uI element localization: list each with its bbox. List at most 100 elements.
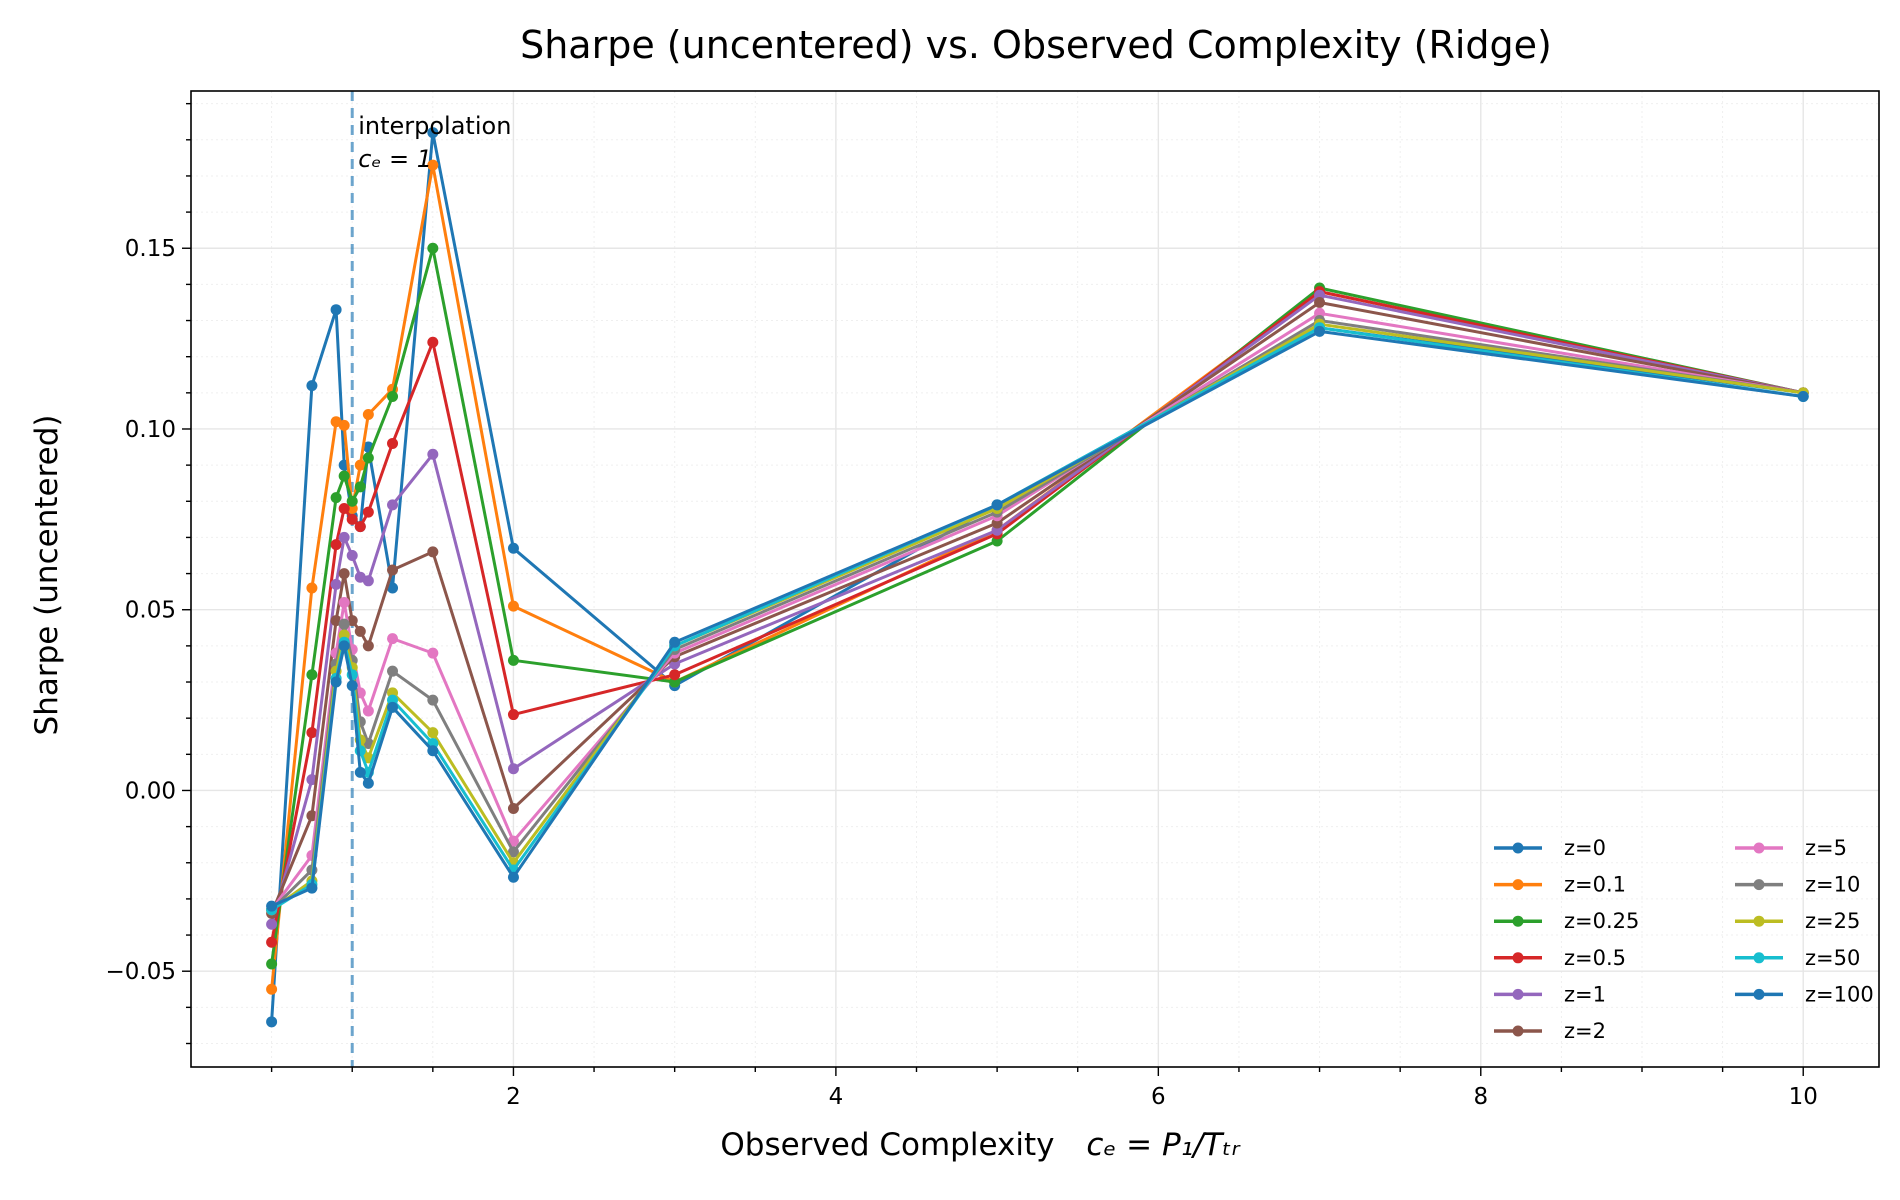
data-point xyxy=(362,575,374,587)
data-point xyxy=(362,640,374,652)
data-point xyxy=(362,777,374,789)
series-group xyxy=(266,127,1809,1028)
data-point xyxy=(427,159,439,171)
chart-title: Sharpe (uncentered) vs. Observed Complex… xyxy=(520,23,1552,67)
axis-ticks: 2 4 6 8 10 −0.05 0.00 0.05 0.10 0.15 xyxy=(106,102,1818,1110)
x-axis-label-main: Observed Complexity xyxy=(720,1127,1054,1163)
data-point xyxy=(354,459,366,471)
data-point xyxy=(354,481,366,493)
series-z=100 xyxy=(266,325,1809,912)
data-point xyxy=(387,564,399,576)
data-point xyxy=(507,803,519,815)
data-point xyxy=(362,409,374,421)
series-line xyxy=(270,326,1804,912)
data-point xyxy=(306,810,318,822)
legend-label: z=10 xyxy=(1805,873,1860,897)
y-tick-label: −0.05 xyxy=(106,959,176,985)
legend-item: z=0.1 xyxy=(1494,873,1626,897)
data-point xyxy=(346,680,358,692)
data-point xyxy=(338,618,350,630)
data-point xyxy=(427,448,439,460)
legend-label: z=0.5 xyxy=(1564,946,1626,970)
data-point xyxy=(669,636,681,648)
data-point xyxy=(507,542,519,554)
data-point xyxy=(362,705,374,717)
data-point xyxy=(387,499,399,511)
data-point xyxy=(346,550,358,562)
series-line xyxy=(270,290,1804,943)
series-line xyxy=(270,301,1804,914)
data-point xyxy=(266,958,278,970)
data-point xyxy=(306,727,318,739)
data-point xyxy=(354,521,366,533)
data-point xyxy=(266,936,278,948)
legend-marker xyxy=(1512,988,1524,1000)
x-tick-label: 4 xyxy=(829,1084,844,1110)
legend-marker xyxy=(1512,1025,1524,1037)
data-point xyxy=(427,336,439,348)
series-z=25 xyxy=(266,318,1809,916)
series-z=2 xyxy=(266,296,1809,919)
legend-label: z=100 xyxy=(1805,982,1874,1006)
legend-marker xyxy=(1512,952,1524,964)
legend-label: z=1 xyxy=(1564,982,1606,1006)
annotation-line1: interpolation xyxy=(358,112,511,140)
data-point xyxy=(427,242,439,254)
annotation-line2: cₑ = 1 xyxy=(358,145,432,173)
data-point xyxy=(507,763,519,775)
legend-label: z=5 xyxy=(1805,836,1847,860)
data-point xyxy=(669,669,681,681)
legend-marker xyxy=(1512,915,1524,927)
data-point xyxy=(427,694,439,706)
x-axis-label-formula: cₑ = P₁/Tₜᵣ xyxy=(1086,1127,1240,1163)
data-point xyxy=(330,578,342,590)
data-point xyxy=(1797,390,1809,402)
legend-item: z=25 xyxy=(1735,909,1860,933)
data-point xyxy=(306,882,318,894)
legend-label: z=0.1 xyxy=(1564,873,1626,897)
series-line xyxy=(270,293,1804,925)
x-tick-label: 2 xyxy=(506,1084,521,1110)
y-tick-label: 0.05 xyxy=(125,598,176,624)
y-tick-label: 0.15 xyxy=(125,236,176,262)
series-z=10 xyxy=(266,315,1809,916)
data-point xyxy=(330,492,342,504)
data-point xyxy=(507,600,519,612)
data-point xyxy=(338,640,350,652)
series-line xyxy=(270,322,1804,912)
legend-item: z=5 xyxy=(1735,836,1847,860)
legend-item: z=2 xyxy=(1494,1019,1606,1043)
legend-item: z=0 xyxy=(1494,836,1606,860)
x-tick-label: 10 xyxy=(1789,1084,1818,1110)
data-point xyxy=(362,506,374,518)
data-point xyxy=(354,625,366,637)
legend-label: z=2 xyxy=(1564,1019,1606,1043)
series-line xyxy=(270,319,1804,911)
data-point xyxy=(427,745,439,757)
data-point xyxy=(266,983,278,995)
data-point xyxy=(346,495,358,507)
legend-marker xyxy=(1753,842,1765,854)
data-point xyxy=(266,918,278,930)
legend-label: z=0.25 xyxy=(1564,909,1639,933)
data-point xyxy=(330,304,342,316)
data-point xyxy=(266,1016,278,1028)
data-point xyxy=(306,380,318,392)
data-point xyxy=(362,452,374,464)
data-point xyxy=(387,390,399,402)
data-point xyxy=(387,437,399,449)
data-point xyxy=(427,127,439,139)
y-tick-label: 0.00 xyxy=(125,778,176,804)
data-point xyxy=(1314,296,1326,308)
data-point xyxy=(387,665,399,677)
x-axis-label: Observed Complexity cₑ = P₁/Tₜᵣ xyxy=(720,1127,1240,1163)
legend-item: z=0.5 xyxy=(1494,946,1626,970)
data-point xyxy=(427,727,439,739)
series-line xyxy=(270,163,1804,990)
series-z=5 xyxy=(266,307,1809,916)
legend-label: z=25 xyxy=(1805,909,1860,933)
data-point xyxy=(387,582,399,594)
x-tick-label: 6 xyxy=(1151,1084,1166,1110)
data-point xyxy=(507,709,519,721)
series-line xyxy=(270,329,1804,908)
